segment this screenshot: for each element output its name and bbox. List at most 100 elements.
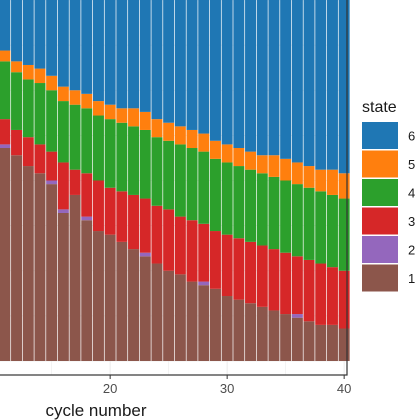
legend-key-state-3 [362, 207, 398, 235]
bar-segment-state-5 [280, 158, 292, 181]
bar-segment-state-1 [11, 155, 23, 361]
bar-segment-state-6 [291, 0, 303, 163]
bar-segment-state-6 [81, 0, 93, 94]
bar-segment-state-6 [174, 0, 186, 127]
bar-segment-state-3 [268, 249, 280, 311]
bar-segment-state-1 [233, 299, 245, 361]
bar-segment-state-3 [198, 223, 210, 282]
bar-segment-state-4 [209, 158, 221, 232]
bar-segment-state-4 [0, 61, 11, 120]
bar-segment-state-5 [221, 144, 233, 163]
bar-segment-state-6 [268, 0, 280, 156]
bar-segment-state-1 [128, 249, 140, 361]
bar-segment-state-4 [338, 198, 350, 271]
legend-key-state-1 [362, 264, 398, 292]
legend-label-state-5: 5 [408, 157, 415, 172]
bar-segment-state-5 [57, 86, 69, 102]
bar-segment-state-6 [198, 0, 210, 134]
bar-segment-state-1 [116, 241, 128, 361]
bar-segment-state-3 [104, 187, 116, 235]
bar-segment-state-1 [291, 317, 303, 361]
bar-segment-state-2 [0, 144, 11, 149]
bar-segment-state-4 [186, 148, 198, 221]
bar-segment-state-4 [22, 79, 34, 138]
bar-segment-state-4 [11, 72, 23, 130]
bar-segment-state-5 [256, 155, 268, 174]
bar-segment-state-6 [57, 0, 69, 87]
bar-segment-state-4 [233, 166, 245, 239]
bar-segment-state-1 [57, 212, 69, 361]
legend-key-state-5 [362, 150, 398, 178]
bar-segment-state-3 [151, 205, 163, 264]
bar-layer [0, 0, 350, 361]
plot-frame [0, 0, 348, 376]
bar-segment-state-3 [256, 245, 268, 307]
bar-segment-state-6 [116, 0, 128, 109]
bar-segment-state-3 [22, 137, 34, 167]
bar-segment-state-6 [303, 0, 315, 167]
bar-segment-state-3 [338, 270, 350, 329]
bar-segment-state-5 [116, 108, 128, 123]
bar-segment-state-4 [34, 83, 46, 145]
bar-segment-state-5 [245, 151, 257, 170]
bar-segment-state-6 [22, 0, 34, 65]
bar-segment-state-5 [128, 108, 140, 127]
bar-segment-state-6 [280, 0, 292, 159]
bar-segment-state-4 [57, 101, 69, 163]
bar-segment-state-4 [326, 194, 338, 268]
bar-segment-state-5 [209, 140, 221, 159]
bar-segment-state-6 [256, 0, 268, 156]
bar-segment-state-4 [128, 126, 140, 195]
bar-segment-state-2 [291, 314, 303, 318]
bar-segment-state-1 [81, 220, 93, 361]
bar-segment-state-4 [69, 104, 81, 170]
bar-segment-state-5 [233, 148, 245, 167]
legend-key-state-6 [362, 122, 398, 149]
bar-segment-state-5 [139, 111, 151, 130]
x-tick-label: 40 [337, 381, 351, 396]
bar-segment-state-1 [151, 263, 163, 361]
bar-segment-state-5 [46, 75, 58, 91]
bar-segment-state-6 [315, 0, 327, 170]
bar-segment-state-2 [198, 281, 210, 286]
bar-segment-state-4 [315, 191, 327, 264]
bar-segment-state-6 [104, 0, 116, 105]
bar-segment-state-5 [92, 101, 104, 116]
panel-border [0, 0, 348, 376]
bar-segment-state-5 [186, 129, 198, 149]
bar-segment-state-6 [11, 0, 23, 62]
bar-segment-state-1 [315, 324, 327, 361]
legend-label-state-2: 2 [408, 243, 415, 258]
bar-segment-state-4 [256, 173, 268, 246]
bar-segment-state-6 [338, 0, 350, 174]
bar-segment-state-3 [46, 151, 58, 181]
legend-label-state-6: 6 [408, 129, 415, 144]
bar-segment-state-1 [186, 281, 198, 361]
bar-segment-state-3 [92, 180, 104, 232]
bar-segment-state-3 [209, 231, 221, 289]
bar-segment-state-4 [303, 187, 315, 260]
bar-segment-state-5 [81, 93, 93, 109]
bar-segment-state-1 [104, 234, 116, 361]
bar-segment-state-4 [151, 137, 163, 206]
bar-segment-state-3 [174, 216, 186, 275]
legend-key-state-4 [362, 179, 398, 206]
bar-segment-state-5 [174, 126, 186, 145]
bar-segment-state-1 [34, 173, 46, 361]
bar-segment-state-1 [198, 285, 210, 361]
bar-segment-state-3 [69, 169, 81, 195]
bar-segment-state-6 [128, 0, 140, 109]
legend-label-state-3: 3 [408, 214, 415, 229]
bar-segment-state-1 [163, 270, 175, 361]
bar-segment-state-4 [280, 180, 292, 253]
bar-segment-state-1 [174, 274, 186, 361]
legend-title: state [362, 99, 397, 116]
bar-segment-state-1 [139, 256, 151, 361]
bar-segment-state-5 [198, 133, 210, 152]
bar-segment-state-4 [116, 122, 128, 192]
bar-segment-state-1 [280, 314, 292, 361]
bar-segment-state-3 [233, 238, 245, 300]
bar-segment-state-4 [163, 140, 175, 210]
bar-segment-state-6 [139, 0, 151, 112]
